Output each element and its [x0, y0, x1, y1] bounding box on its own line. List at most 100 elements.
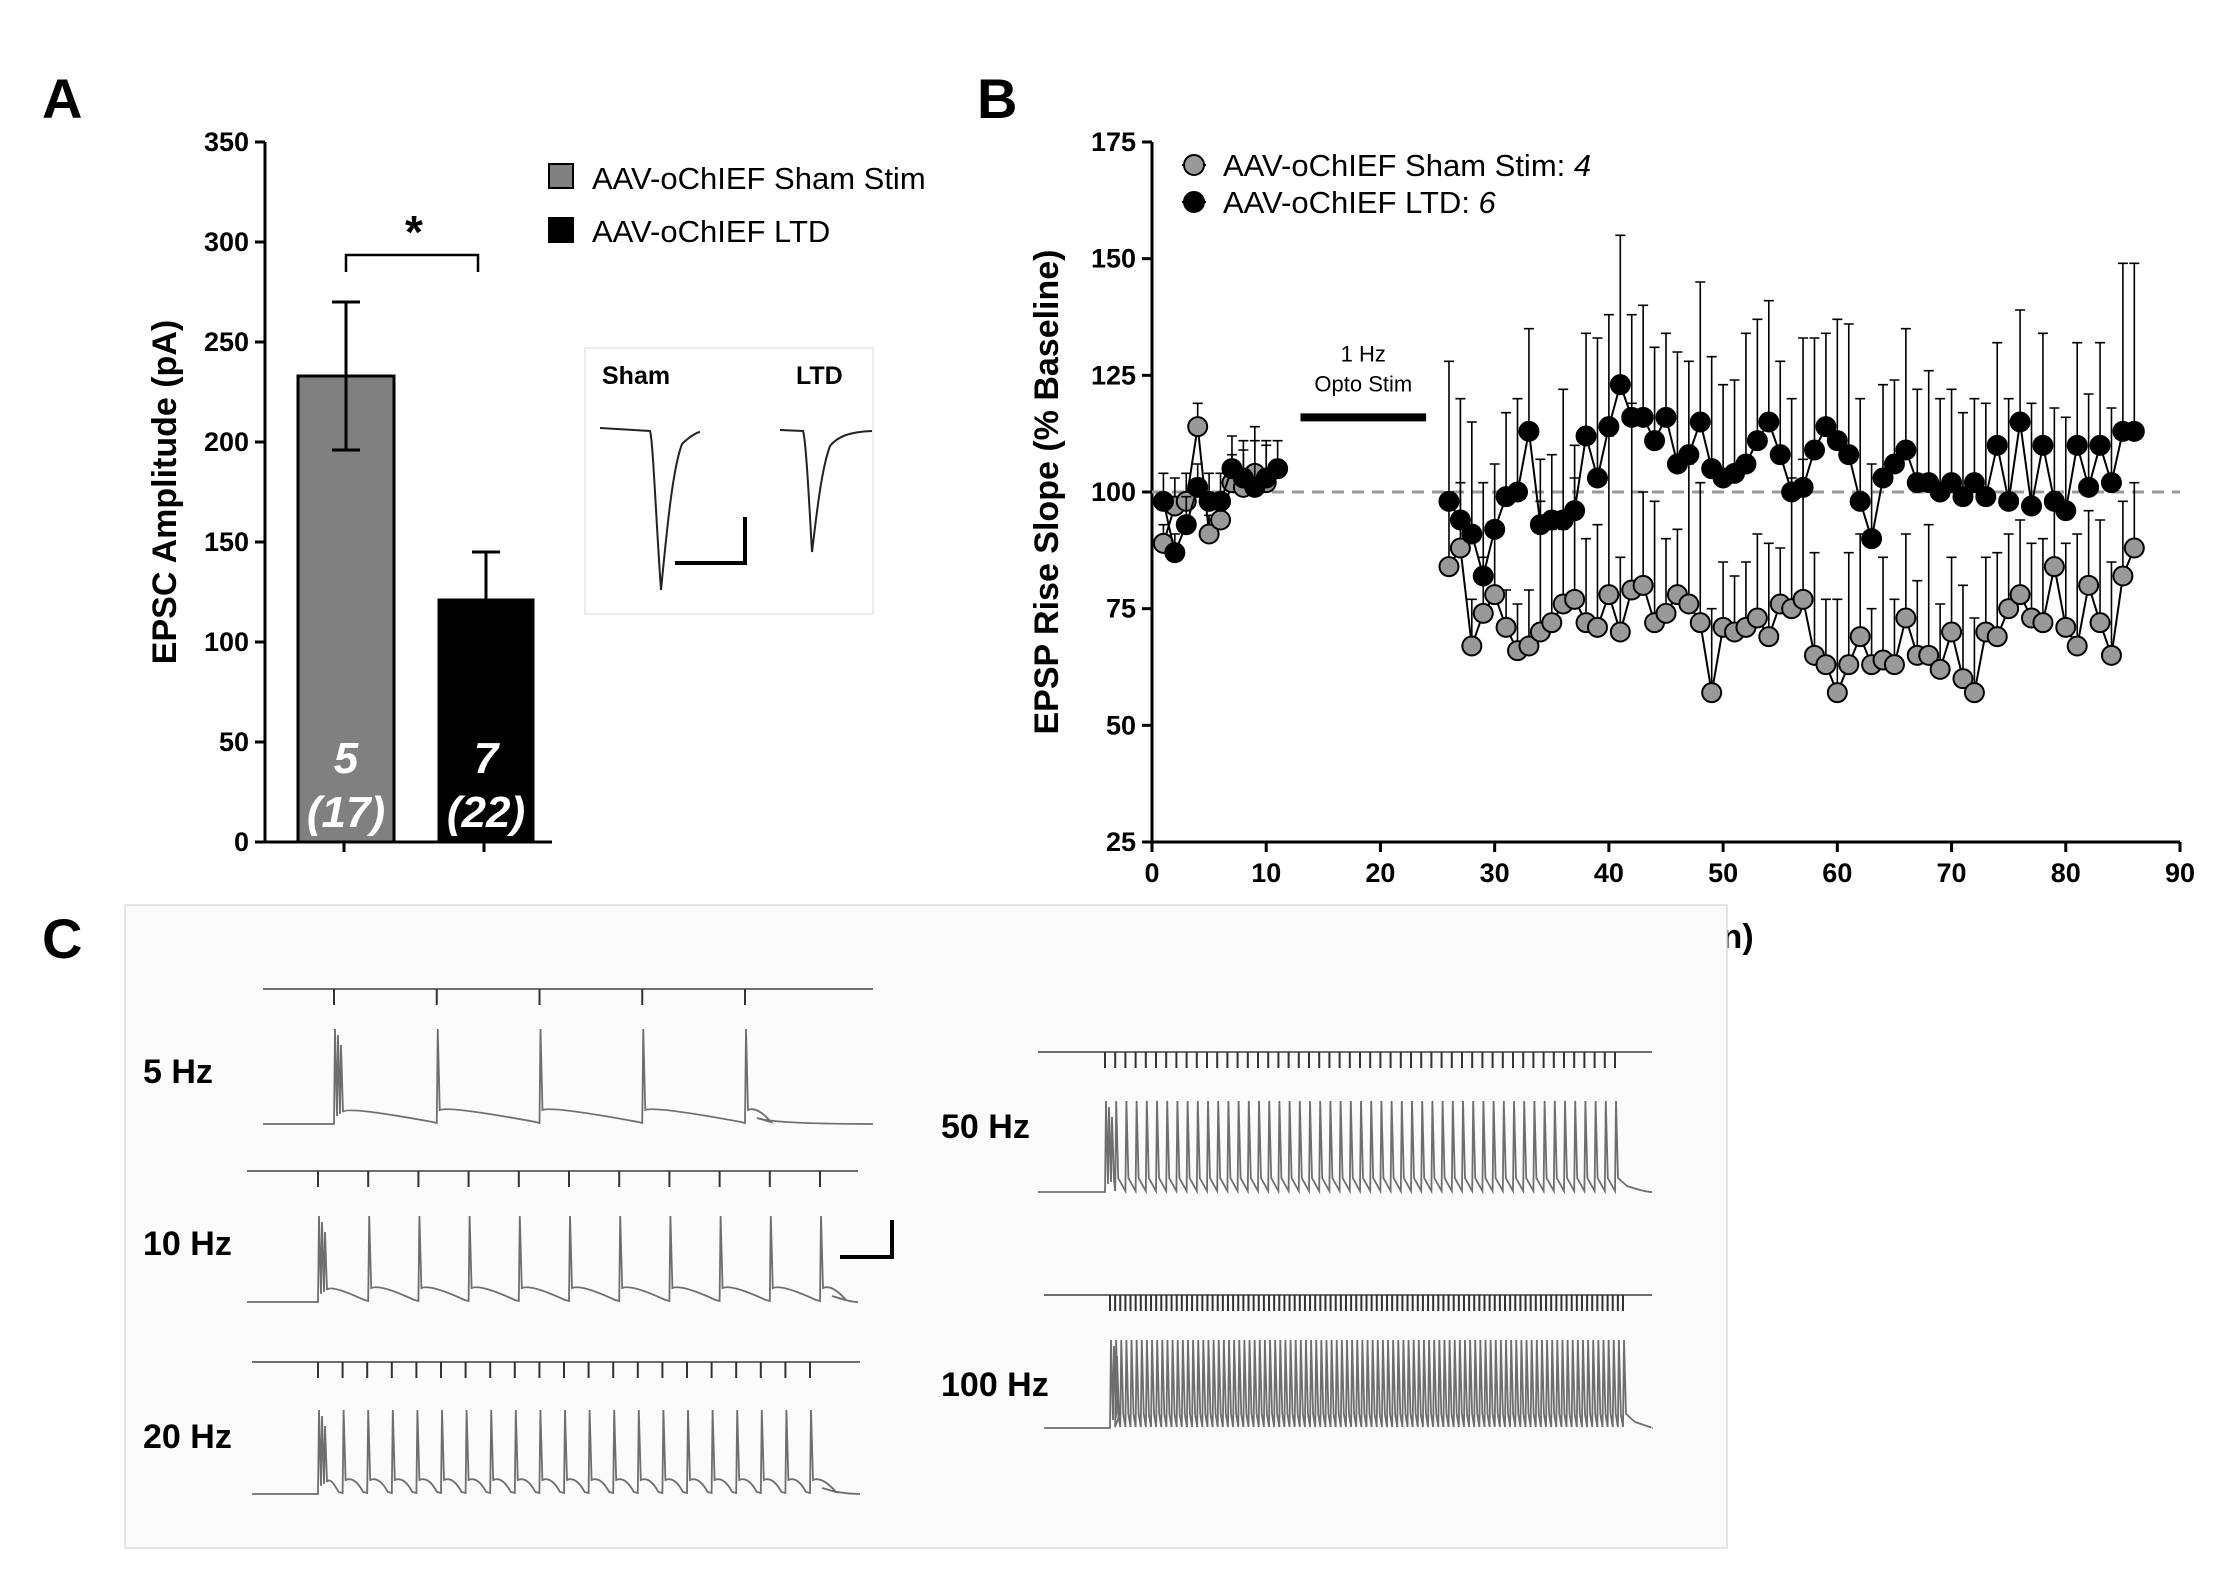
data-point-sham	[2078, 574, 2100, 596]
line-x-tick-label: 10	[1251, 858, 1281, 888]
error-bar-ltd	[1706, 355, 1717, 469]
data-point-ltd	[1632, 406, 1654, 428]
data-point-sham	[1815, 654, 1837, 676]
data-point-sham	[1495, 616, 1517, 638]
data-point-sham	[1963, 682, 1985, 704]
bar-y-tick-label: 300	[204, 227, 249, 257]
error-bar-ltd	[1478, 481, 1489, 576]
error-bar-ltd	[2095, 341, 2106, 446]
error-bar-ltd	[2083, 393, 2094, 488]
inset-label-sham: Sham	[602, 362, 670, 390]
error-bar-ltd	[1832, 318, 1843, 441]
epsc-inset: Sham LTD	[584, 347, 874, 615]
line-x-tick-label: 40	[1594, 858, 1624, 888]
error-bar-ltd	[1923, 369, 1934, 483]
inset-label-ltd: LTD	[796, 362, 843, 390]
spike-trace	[1038, 1100, 1653, 1195]
data-point-sham	[1941, 621, 1963, 643]
trace-label-20hz: 20 Hz	[143, 1418, 232, 1456]
trace-label-50hz: 50 Hz	[941, 1108, 1030, 1146]
legend-swatch-ltd	[548, 217, 574, 243]
data-point-ltd	[1838, 444, 1860, 466]
data-point-sham	[1484, 584, 1506, 606]
data-point-sham	[1701, 682, 1723, 704]
opto-stim-label-1: 1 Hz	[1341, 341, 1386, 366]
error-bar-sham	[2083, 509, 2094, 586]
data-point-sham	[1826, 682, 1848, 704]
error-bar-ltd	[1878, 383, 1889, 478]
trace-label-10hz: 10 Hz	[143, 1225, 232, 1263]
series-sham	[1152, 402, 2145, 704]
spike-traces	[247, 988, 1653, 1495]
error-bar-ltd	[1683, 360, 1694, 455]
data-point-sham	[1689, 612, 1711, 634]
panel-a: A 0 50 100 150 200 250 300 350 EPSC Amplitude (…	[42, 67, 926, 857]
panel-c: C 5 Hz 10 Hz 20 Hz 50 Hz 100 Hz	[42, 904, 1728, 1549]
error-bar-ltd	[1581, 332, 1592, 436]
line-y-tick-label: 150	[1091, 244, 1136, 274]
error-bar-ltd	[1969, 397, 1980, 483]
data-point-ltd	[1872, 467, 1894, 489]
bar-y-tick-label: 350	[204, 127, 249, 157]
data-point-sham	[1746, 607, 1768, 629]
error-bar-ltd	[2060, 416, 2071, 511]
data-point-ltd	[1438, 490, 1460, 512]
legend-n-sham: 4	[1574, 148, 1591, 183]
data-point-ltd	[1861, 528, 1883, 550]
data-point-sham	[1210, 509, 1232, 531]
error-bar-ltd	[1809, 337, 1820, 450]
error-bar-ltd	[1466, 421, 1477, 534]
error-bar-ltd	[1980, 402, 1991, 497]
data-point-ltd	[1472, 565, 1494, 587]
error-bar-sham	[1980, 556, 1991, 632]
error-bar-sham	[1706, 607, 1717, 693]
error-bar-ltd	[1752, 318, 1763, 441]
data-point-ltd	[1678, 444, 1700, 466]
data-point-sham	[1998, 598, 2020, 620]
data-point-sham	[1586, 616, 1608, 638]
error-bar-ltd	[1546, 453, 1557, 520]
error-bar-sham	[2026, 542, 2037, 618]
error-bar-ltd	[2049, 407, 2060, 502]
legend-n-ltd: 6	[1479, 185, 1497, 220]
error-bar-ltd	[472, 550, 500, 600]
error-bar-sham	[1649, 500, 1660, 623]
line-x-tick-label: 60	[1822, 858, 1852, 888]
error-bar-ltd	[1672, 351, 1683, 464]
error-bar-ltd	[1569, 444, 1580, 511]
error-bar-ltd	[1855, 397, 1866, 502]
line-y-tick-label: 100	[1091, 477, 1136, 507]
error-bar-sham	[1889, 598, 1900, 665]
data-point-ltd	[1598, 416, 1620, 438]
data-point-ltd	[2123, 420, 2145, 442]
error-bar-ltd	[1638, 304, 1649, 418]
data-point-ltd	[2055, 500, 2077, 522]
error-bar-sham	[2015, 519, 2026, 595]
error-bar-ltd	[1889, 379, 1900, 464]
data-point-ltd	[1187, 476, 1209, 498]
line-y-tick-label: 125	[1091, 360, 1136, 390]
error-bar-ltd	[1763, 299, 1774, 422]
error-bar-ltd	[1592, 337, 1603, 478]
data-point-ltd	[1609, 374, 1631, 396]
error-bar-ltd	[2037, 332, 2048, 446]
line-x-tick-label: 0	[1144, 858, 1159, 888]
error-bar-sham	[1661, 537, 1671, 614]
error-bar-ltd	[1512, 397, 1523, 492]
stim-ticks	[333, 989, 746, 1005]
data-point-ltd	[1769, 444, 1791, 466]
data-point-sham	[2043, 556, 2065, 578]
legend-label-ltd: AAV-oChIEF LTD	[592, 214, 830, 249]
error-bar-ltd	[1603, 313, 1614, 427]
data-point-ltd	[1210, 490, 1232, 512]
error-bar-sham	[1878, 556, 1889, 660]
error-bar-sham	[1855, 533, 1866, 637]
data-point-sham	[1472, 602, 1494, 624]
error-bar-sham	[2003, 533, 2014, 609]
data-point-ltd	[1963, 472, 1985, 494]
data-point-ltd	[1826, 430, 1848, 452]
data-point-ltd	[1175, 514, 1197, 536]
error-bar-ltd	[1912, 388, 1923, 483]
data-point-ltd	[2100, 472, 2122, 494]
line-plot-series	[1152, 234, 2145, 704]
